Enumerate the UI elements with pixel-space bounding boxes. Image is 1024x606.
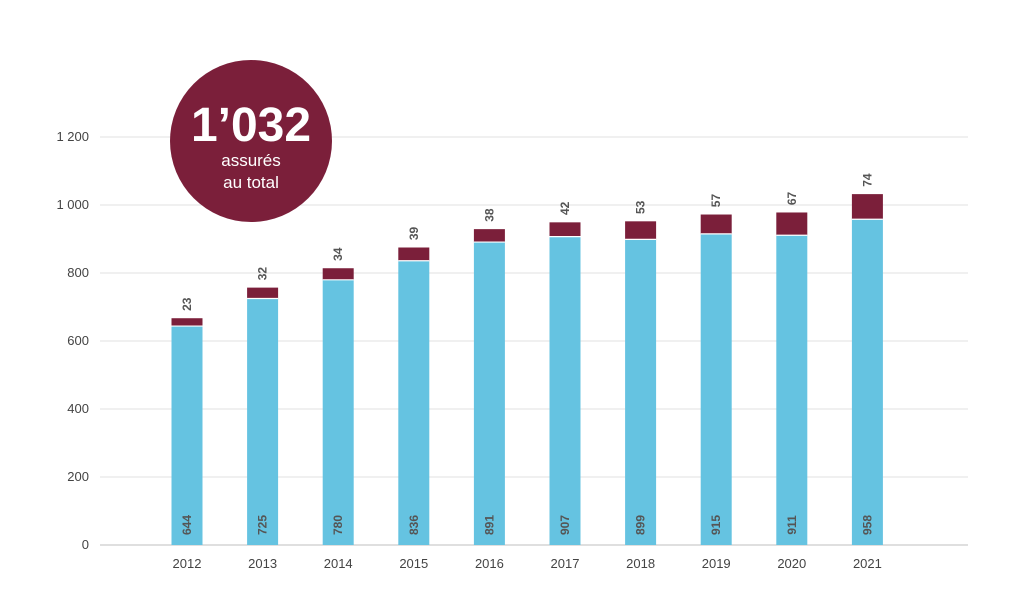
data-label-top: 39 [407,227,421,241]
data-label-base: 725 [256,515,270,535]
bar-base [322,279,354,545]
bar-base [776,235,808,545]
data-label-base: 915 [709,515,723,535]
y-tick-label: 1 000 [56,197,89,212]
x-tick-label: 2019 [702,556,731,571]
badge-line2: au total [223,173,279,192]
bar-top [322,268,354,280]
bar-top [625,221,657,240]
y-tick-label: 200 [67,469,89,484]
data-label-base: 899 [634,515,648,535]
bar-base [473,242,505,545]
bar-base [851,219,883,545]
bar-base [549,236,581,545]
data-label-top: 32 [256,267,270,281]
y-tick-label: 800 [67,265,89,280]
y-tick-label: 600 [67,333,89,348]
bar-top [473,229,505,243]
x-tick-label: 2014 [324,556,353,571]
x-tick-label: 2021 [853,556,882,571]
bar-top [700,214,732,234]
y-tick-label: 1 200 [56,129,89,144]
badge-number: 1’032 [191,99,311,152]
badge-line1: assurés [221,151,281,170]
x-tick-label: 2015 [399,556,428,571]
bar-base [171,326,203,545]
y-tick-label: 400 [67,401,89,416]
bar-top [171,318,203,327]
x-tick-label: 2020 [777,556,806,571]
x-tick-label: 2018 [626,556,655,571]
data-label-base: 891 [482,515,496,535]
bar-base [247,298,279,545]
badge-circle [170,60,332,222]
bar-top [851,194,883,220]
data-label-top: 34 [331,247,345,261]
data-label-base: 911 [785,515,799,535]
y-axis-ticks: 0 200 400 600 800 1 000 1 200 [56,129,89,552]
data-label-base: 907 [558,515,572,535]
x-axis-ticks: 2012 2013 2014 2015 2016 2017 2018 2019 2020 2021 [173,556,882,571]
bar-top [549,222,581,237]
bar-top [398,247,430,261]
bar-base [700,233,732,545]
data-label-top: 38 [482,208,496,222]
bars: 644 23 725 32 780 34 836 39 891 38 907 42 899 53 915 57… [171,173,883,545]
data-label-top: 67 [785,191,799,205]
data-label-base: 836 [407,515,421,535]
x-tick-label: 2012 [173,556,202,571]
x-tick-label: 2017 [551,556,580,571]
data-label-top: 53 [634,200,648,214]
bar-top [247,287,279,299]
x-tick-label: 2016 [475,556,504,571]
y-tick-label: 0 [82,537,89,552]
data-label-base: 644 [180,515,194,535]
data-label-top: 57 [709,194,723,208]
data-label-top: 42 [558,201,572,215]
bar-base [398,260,430,545]
data-label-base: 958 [860,515,874,535]
total-badge: 1’032 assurés au total [170,60,332,222]
data-label-base: 780 [331,515,345,535]
data-label-top: 74 [860,173,874,187]
data-label-top: 23 [180,297,194,311]
x-tick-label: 2013 [248,556,277,571]
bar-top [776,212,808,236]
bar-base [625,239,657,545]
